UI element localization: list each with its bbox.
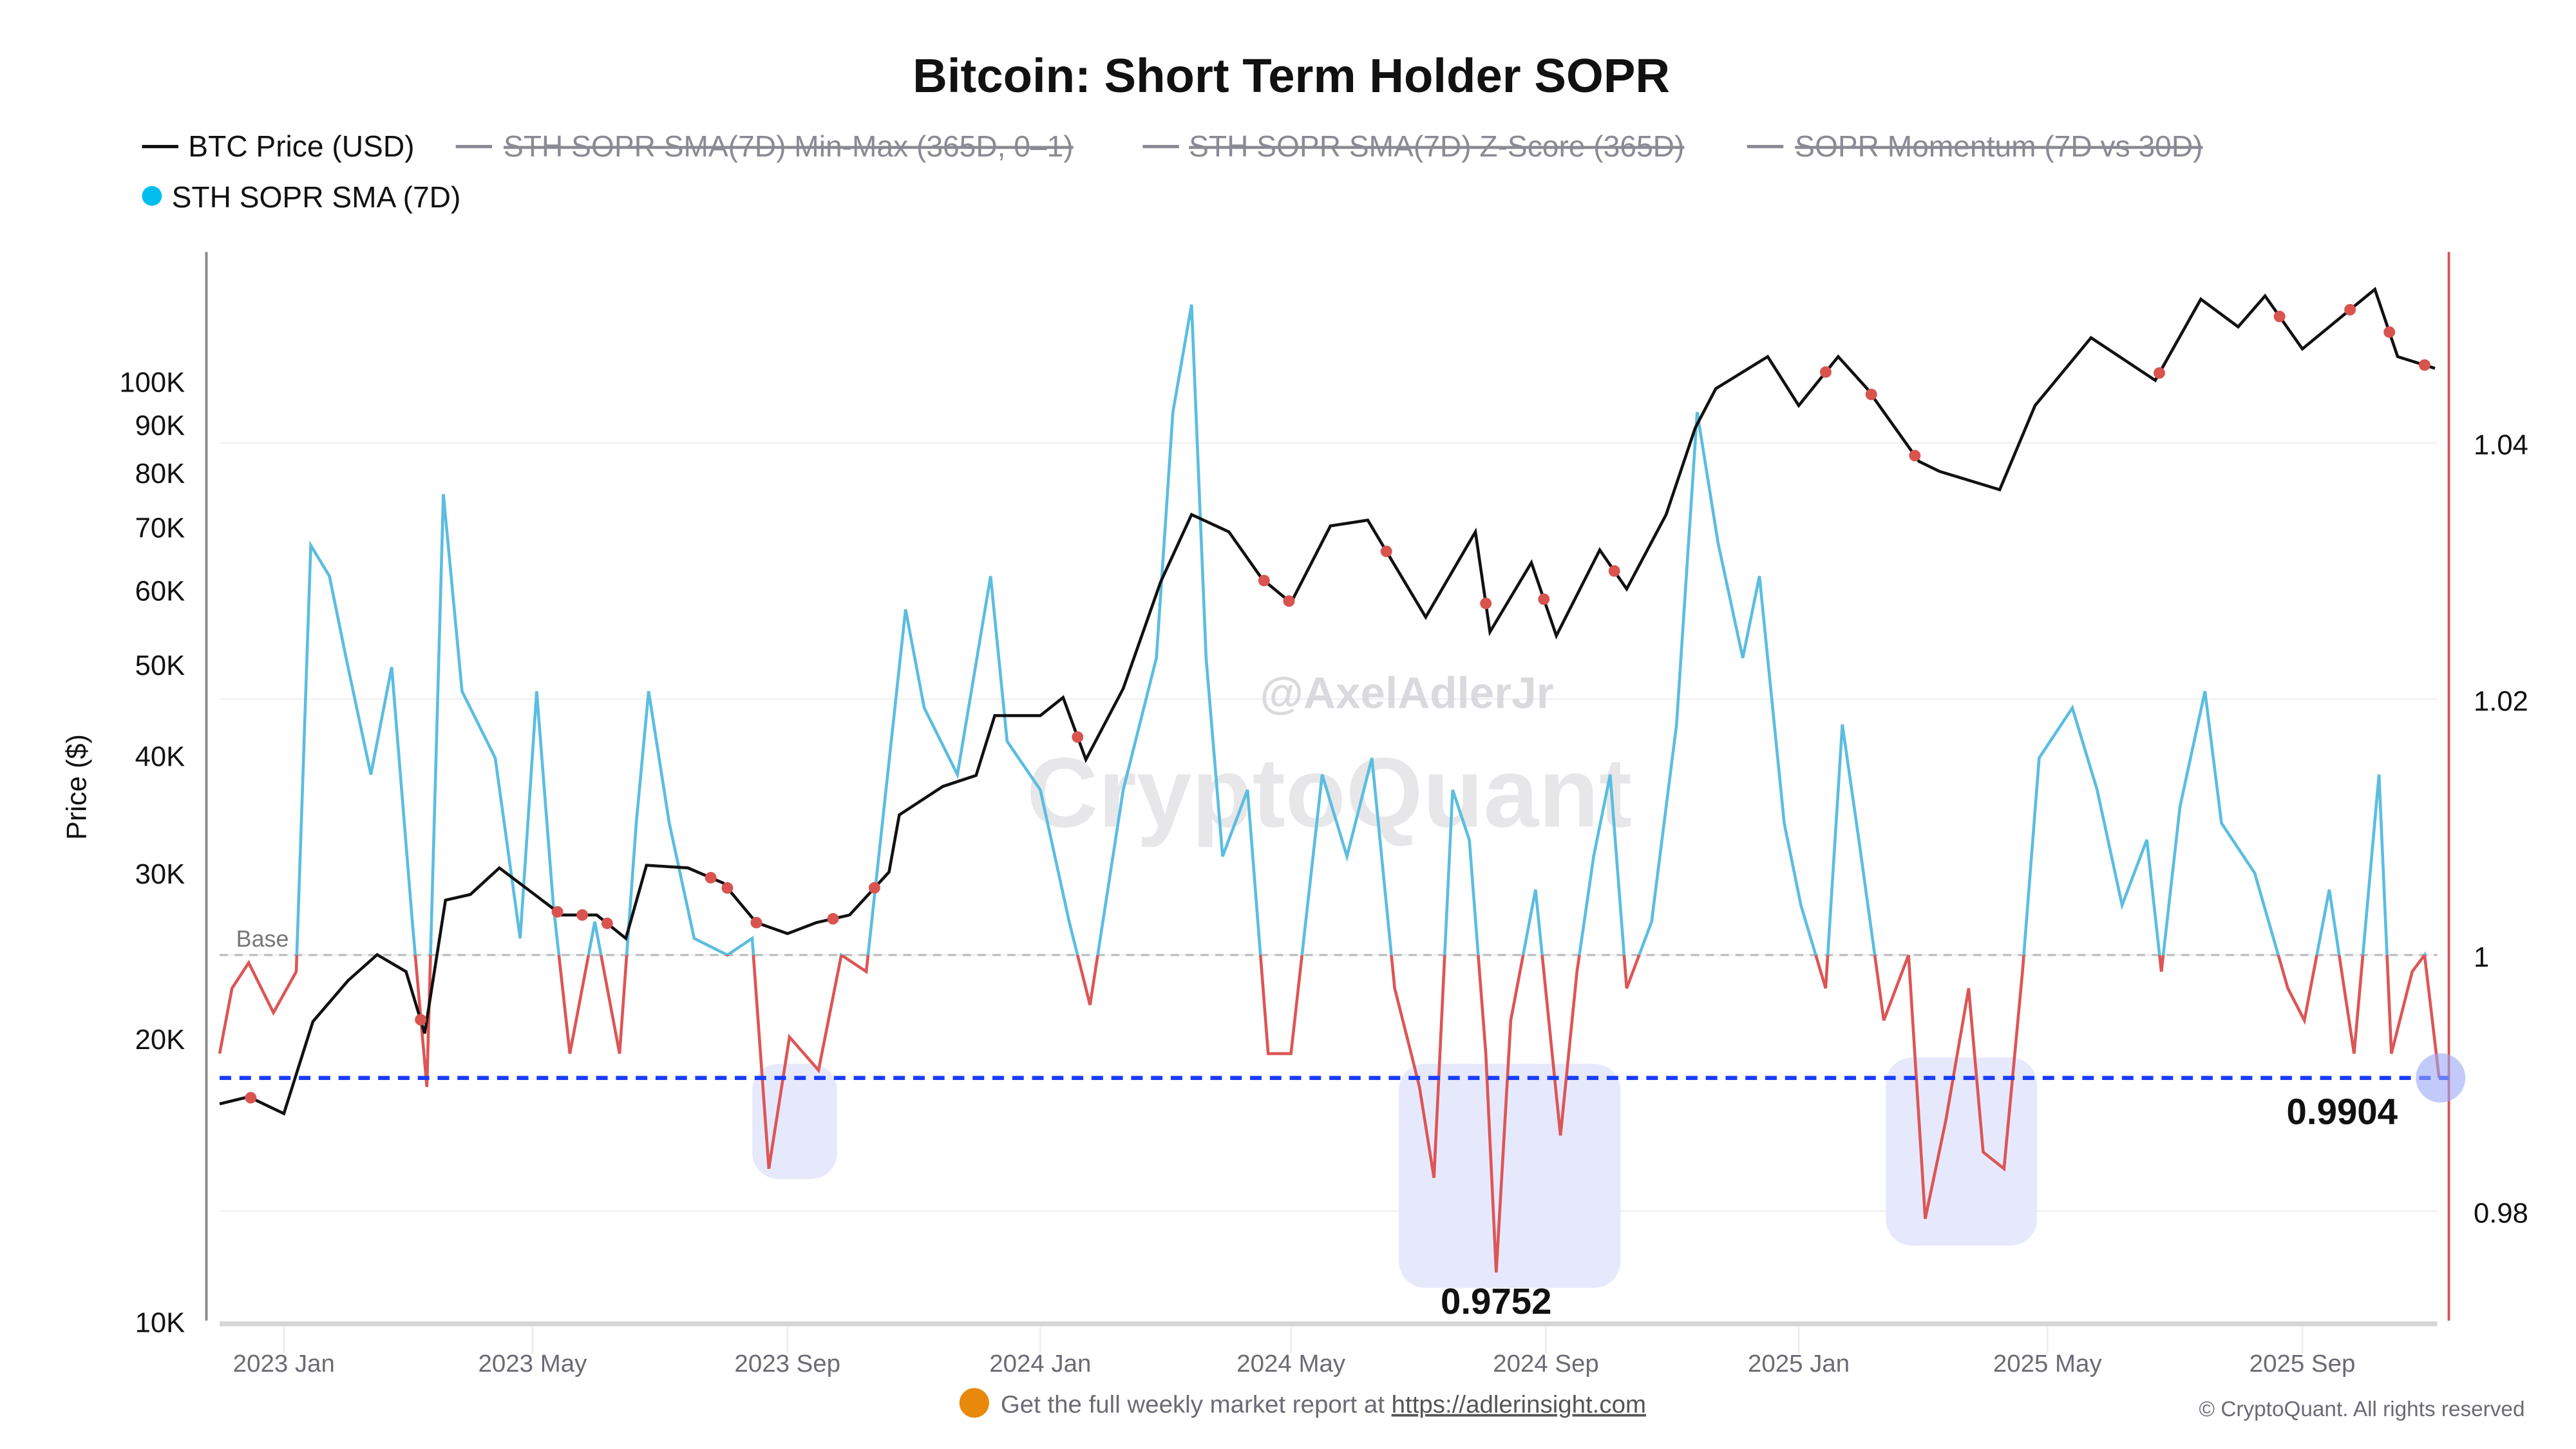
signal-marker bbox=[1380, 545, 1392, 558]
signal-marker bbox=[2273, 310, 2286, 323]
legend-label: SOPR Momentum (7D vs 30D) bbox=[1795, 129, 2202, 163]
signal-markers bbox=[245, 303, 2430, 1104]
y-left-ticks: 10K 20K 30K 40K 50K 60K 70K 80K 90K 100K bbox=[119, 368, 185, 1339]
y-right-tick-label: 1.04 bbox=[2474, 430, 2528, 461]
legend-item-btc-price[interactable]: BTC Price (USD) bbox=[142, 129, 415, 163]
signal-marker bbox=[705, 871, 717, 884]
x-tick-label: 2024 Jan bbox=[989, 1350, 1091, 1378]
x-tick-label: 2024 Sep bbox=[1493, 1350, 1599, 1378]
y-left-tick-label: 50K bbox=[135, 650, 185, 681]
annotation-min-value: 0.9752 bbox=[1441, 1281, 1552, 1321]
y-right-tick-label: 1 bbox=[2474, 942, 2489, 973]
legend: BTC Price (USD) STH SOPR SMA(7D) Min-Max… bbox=[142, 129, 2203, 214]
signal-marker bbox=[1865, 388, 1877, 401]
watermark-brand: CryptoQuant bbox=[1027, 737, 1632, 848]
y-left-tick-label: 20K bbox=[135, 1025, 185, 1056]
current-value-marker bbox=[2416, 1053, 2466, 1103]
legend-label: STH SOPR SMA(7D) Min-Max (365D, 0–1) bbox=[504, 129, 1074, 163]
signal-marker bbox=[415, 1014, 427, 1026]
signal-marker bbox=[1480, 597, 1492, 609]
signal-marker bbox=[1608, 565, 1620, 577]
x-tick-label: 2025 Sep bbox=[2249, 1350, 2356, 1378]
signal-marker bbox=[868, 882, 880, 894]
y-left-tick-label: 90K bbox=[135, 410, 185, 441]
legend-label: BTC Price (USD) bbox=[188, 129, 414, 163]
legend-item-sth-sopr[interactable]: STH SOPR SMA (7D) bbox=[142, 180, 461, 214]
bitcoin-coin-icon bbox=[959, 1388, 989, 1418]
legend-dot-icon bbox=[142, 185, 162, 206]
highlight-zones bbox=[752, 1057, 2038, 1288]
footer-report-text: Get the full weekly market report at htt… bbox=[1001, 1391, 1646, 1419]
signal-marker bbox=[2383, 326, 2396, 338]
report-text: Get the full weekly market report at bbox=[1001, 1391, 1392, 1419]
highlight-zone bbox=[1399, 1063, 1621, 1288]
watermark-handle: @AxelAdlerJr bbox=[1260, 668, 1554, 718]
signal-marker bbox=[1909, 450, 1921, 462]
signal-marker bbox=[551, 905, 564, 918]
x-ticks: 2023 Jan 2023 May 2023 Sep 2024 Jan 2024 May… bbox=[233, 1350, 2356, 1378]
y-left-tick-label: 60K bbox=[135, 576, 185, 607]
signal-marker bbox=[2344, 303, 2356, 316]
y-right-ticks: 0.98 1 1.02 1.04 bbox=[2474, 430, 2528, 1229]
signal-marker bbox=[827, 913, 839, 925]
signal-marker bbox=[2418, 359, 2430, 371]
legend-item-zscore[interactable]: STH SOPR SMA(7D) Z-Score (365D) bbox=[1142, 129, 1684, 163]
x-tick-label: 2025 May bbox=[1993, 1350, 2103, 1378]
x-tick-label: 2023 Sep bbox=[734, 1350, 840, 1378]
signal-marker bbox=[601, 917, 613, 929]
highlight-zone bbox=[1886, 1057, 2038, 1246]
y-left-tick-label: 40K bbox=[135, 742, 185, 773]
signal-marker bbox=[245, 1092, 257, 1104]
annotation-current-value: 0.9904 bbox=[2287, 1091, 2398, 1132]
legend-item-momentum[interactable]: SOPR Momentum (7D vs 30D) bbox=[1747, 129, 2203, 163]
x-tick-label: 2025 Jan bbox=[1748, 1350, 1850, 1378]
y-left-tick-label: 30K bbox=[135, 859, 185, 890]
legend-label: STH SOPR SMA (7D) bbox=[172, 180, 461, 214]
signal-marker bbox=[1072, 731, 1084, 743]
base-label: Base bbox=[236, 926, 289, 952]
x-tick-label: 2023 Jan bbox=[233, 1350, 335, 1378]
sopr-line-above-base bbox=[295, 304, 2427, 955]
y-right-tick-label: 0.98 bbox=[2474, 1198, 2528, 1229]
signal-marker bbox=[721, 882, 734, 894]
copyright: © CryptoQuant. All rights reserved bbox=[2199, 1397, 2525, 1421]
footer: Get the full weekly market report at htt… bbox=[959, 1388, 2525, 1421]
x-tick-label: 2024 May bbox=[1236, 1350, 1346, 1378]
chart-title: Bitcoin: Short Term Holder SOPR bbox=[913, 49, 1670, 102]
y-axis-label: Price ($) bbox=[61, 734, 92, 840]
signal-marker bbox=[2154, 367, 2166, 379]
y-right-tick-label: 1.02 bbox=[2474, 686, 2528, 717]
sopr-line-below-base bbox=[218, 954, 2441, 1273]
signal-marker bbox=[750, 916, 762, 929]
signal-marker bbox=[576, 909, 589, 921]
highlight-zone bbox=[752, 1063, 837, 1179]
legend-label: STH SOPR SMA(7D) Z-Score (365D) bbox=[1189, 129, 1684, 163]
y-left-tick-label: 70K bbox=[135, 513, 185, 544]
y-left-tick-label: 100K bbox=[119, 368, 185, 399]
signal-marker bbox=[1538, 593, 1550, 605]
signal-marker bbox=[1283, 595, 1295, 607]
y-left-tick-label: 10K bbox=[135, 1308, 185, 1339]
legend-item-minmax[interactable]: STH SOPR SMA(7D) Min-Max (365D, 0–1) bbox=[455, 129, 1074, 163]
report-link[interactable]: https://adlerinsight.com bbox=[1392, 1391, 1646, 1419]
x-tick-label: 2023 May bbox=[478, 1350, 588, 1378]
btc-price-line bbox=[219, 287, 2436, 1116]
signal-marker bbox=[1258, 574, 1270, 587]
signal-marker bbox=[1819, 366, 1832, 378]
y-left-tick-label: 80K bbox=[135, 459, 185, 489]
